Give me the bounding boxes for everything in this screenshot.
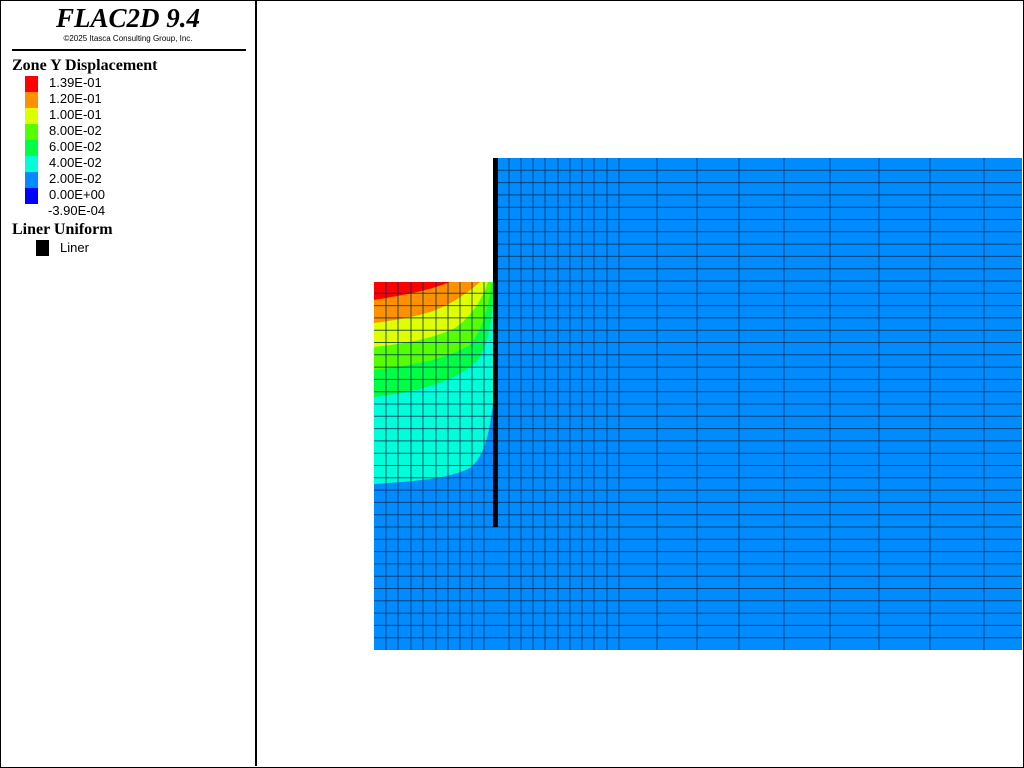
legend-panel: FLAC2D 9.4 ©2025 Itasca Consulting Group… xyxy=(1,1,257,766)
divider xyxy=(12,49,246,51)
contour-level-label: 6.00E-02 xyxy=(49,139,102,154)
contour-swatch xyxy=(25,92,38,108)
structure-title: Liner Uniform xyxy=(12,221,113,238)
contour-level-label: 0.00E+00 xyxy=(49,187,106,202)
contour-level-label: 1.20E-01 xyxy=(49,91,102,106)
contour-level-label: 8.00E-02 xyxy=(49,123,102,138)
contour-level-label: 2.00E-02 xyxy=(49,171,102,186)
contour-swatch xyxy=(25,76,38,92)
contour-level-label: 4.00E-02 xyxy=(49,155,102,170)
liner xyxy=(493,158,498,527)
contour-title: Zone Y Displacement xyxy=(12,57,158,74)
app-title: FLAC2D 9.4 xyxy=(55,3,201,33)
contour-swatch xyxy=(25,140,38,156)
contour-swatch xyxy=(25,108,38,124)
liner-swatch xyxy=(36,240,49,256)
contour-level-label: 1.00E-01 xyxy=(49,107,102,122)
contour-band xyxy=(374,282,450,300)
contour-swatch xyxy=(25,124,38,140)
contour-level-label: 1.39E-01 xyxy=(49,75,102,90)
liner-label: Liner xyxy=(60,240,89,255)
contour-swatch xyxy=(25,188,38,204)
contour-level-label: -3.90E-04 xyxy=(48,203,106,218)
contour-swatch xyxy=(25,172,38,188)
copyright: ©2025 Itasca Consulting Group, Inc. xyxy=(63,34,193,43)
contour-swatch xyxy=(25,156,38,172)
